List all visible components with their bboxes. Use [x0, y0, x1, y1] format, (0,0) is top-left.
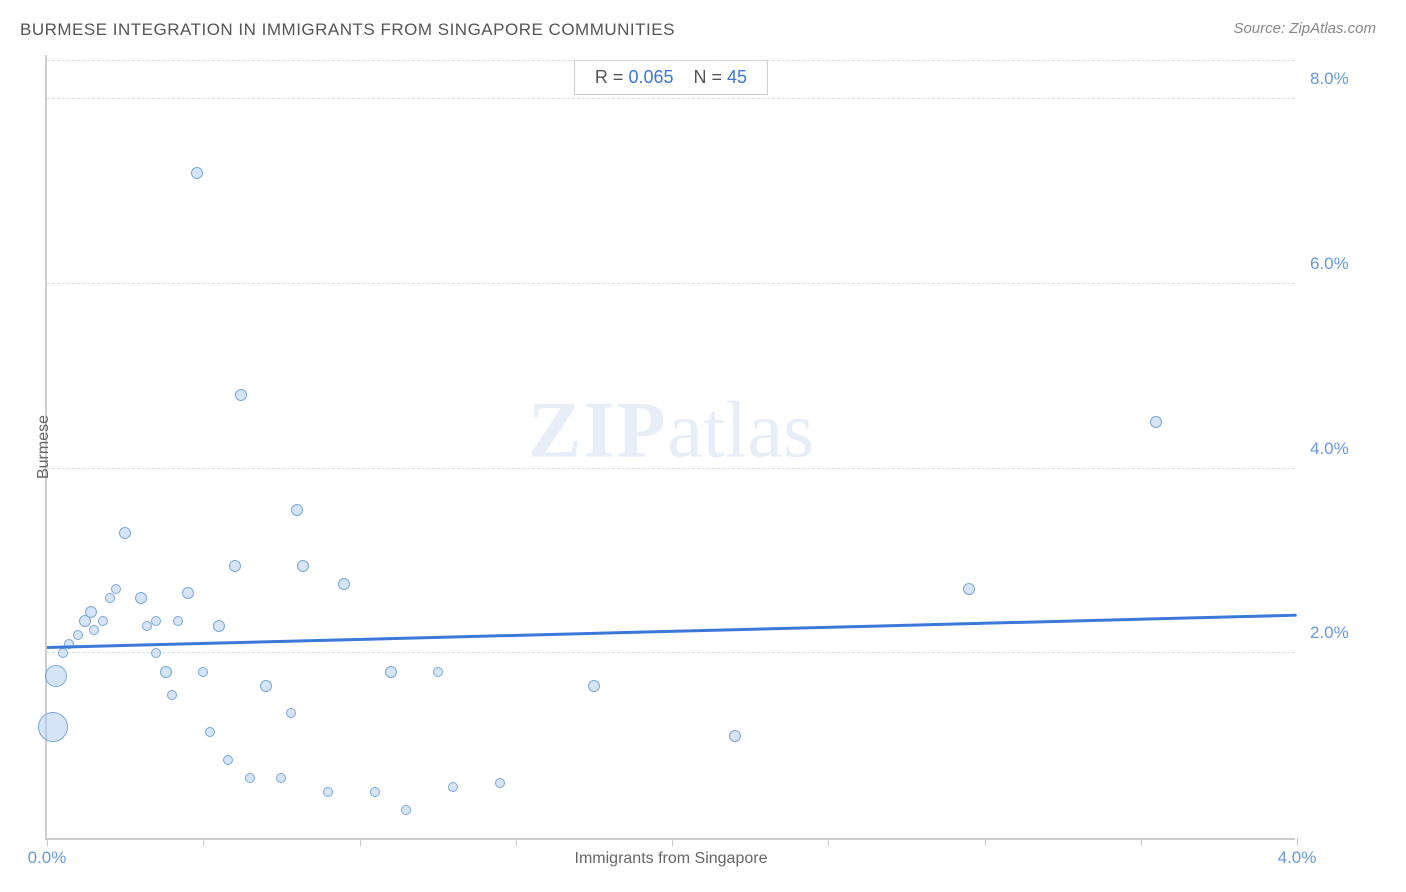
y-tick-label: 2.0%: [1310, 623, 1370, 643]
data-point[interactable]: [1150, 416, 1162, 428]
gridline: [47, 98, 1295, 99]
data-point[interactable]: [385, 666, 397, 678]
data-point[interactable]: [135, 592, 147, 604]
y-axis-label: Burmese: [35, 414, 53, 478]
plot-area: ZIPatlas R = 0.065 N = 45 Burmese Immigr…: [45, 55, 1295, 840]
data-point[interactable]: [235, 389, 247, 401]
data-point[interactable]: [191, 167, 203, 179]
watermark-bold: ZIP: [528, 386, 667, 474]
r-label: R =: [595, 67, 624, 87]
gridline: [47, 60, 1295, 61]
x-tick: [985, 838, 986, 846]
data-point[interactable]: [198, 667, 208, 677]
data-point[interactable]: [433, 667, 443, 677]
data-point[interactable]: [323, 787, 333, 797]
x-tick: [828, 838, 829, 846]
data-point[interactable]: [105, 593, 115, 603]
data-point[interactable]: [229, 560, 241, 572]
data-point[interactable]: [370, 787, 380, 797]
watermark: ZIPatlas: [528, 385, 814, 476]
data-point[interactable]: [729, 730, 741, 742]
x-tick: [516, 838, 517, 846]
data-point[interactable]: [495, 778, 505, 788]
y-tick-label: 6.0%: [1310, 254, 1370, 274]
data-point[interactable]: [213, 620, 225, 632]
data-point[interactable]: [223, 755, 233, 765]
x-tick-label: 0.0%: [28, 848, 67, 868]
x-tick: [203, 838, 204, 846]
legend-box: R = 0.065 N = 45: [574, 60, 768, 95]
data-point[interactable]: [119, 527, 131, 539]
r-value: 0.065: [628, 67, 673, 87]
data-point[interactable]: [38, 712, 68, 742]
data-point[interactable]: [286, 708, 296, 718]
gridline: [47, 652, 1295, 653]
watermark-light: atlas: [667, 386, 814, 474]
data-point[interactable]: [205, 727, 215, 737]
data-point[interactable]: [260, 680, 272, 692]
data-point[interactable]: [963, 583, 975, 595]
data-point[interactable]: [291, 504, 303, 516]
data-point[interactable]: [85, 606, 97, 618]
x-tick: [1297, 838, 1298, 846]
data-point[interactable]: [151, 616, 161, 626]
data-point[interactable]: [173, 616, 183, 626]
data-point[interactable]: [151, 648, 161, 658]
data-point[interactable]: [89, 625, 99, 635]
y-tick-label: 8.0%: [1310, 69, 1370, 89]
x-tick: [47, 838, 48, 846]
data-point[interactable]: [182, 587, 194, 599]
y-tick-label: 4.0%: [1310, 439, 1370, 459]
n-value: 45: [727, 67, 747, 87]
n-label: N =: [694, 67, 723, 87]
data-point[interactable]: [401, 805, 411, 815]
data-point[interactable]: [98, 616, 108, 626]
data-point[interactable]: [45, 665, 67, 687]
data-point[interactable]: [73, 630, 83, 640]
gridline: [47, 283, 1295, 284]
x-axis-label: Immigrants from Singapore: [575, 850, 768, 868]
x-tick: [360, 838, 361, 846]
gridline: [47, 468, 1295, 469]
data-point[interactable]: [160, 666, 172, 678]
data-point[interactable]: [111, 584, 121, 594]
chart-container: BURMESE INTEGRATION IN IMMIGRANTS FROM S…: [0, 0, 1406, 892]
data-point[interactable]: [338, 578, 350, 590]
data-point[interactable]: [276, 773, 286, 783]
data-point[interactable]: [297, 560, 309, 572]
chart-title: BURMESE INTEGRATION IN IMMIGRANTS FROM S…: [20, 20, 675, 40]
source-label: Source: ZipAtlas.com: [1233, 20, 1376, 37]
data-point[interactable]: [448, 782, 458, 792]
x-tick: [672, 838, 673, 846]
data-point[interactable]: [58, 648, 68, 658]
trend-line: [47, 613, 1297, 648]
data-point[interactable]: [167, 690, 177, 700]
x-tick: [1141, 838, 1142, 846]
data-point[interactable]: [588, 680, 600, 692]
x-tick-label: 4.0%: [1278, 848, 1317, 868]
data-point[interactable]: [245, 773, 255, 783]
